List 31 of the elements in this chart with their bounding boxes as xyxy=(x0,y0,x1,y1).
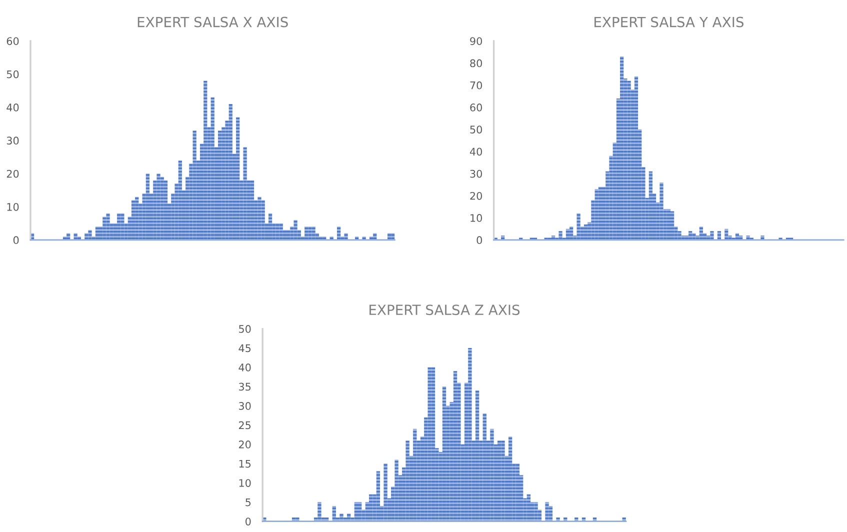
y-tick-label: 15 xyxy=(239,460,251,468)
y-tick-label: 30 xyxy=(239,402,251,410)
y-tick-label: 10 xyxy=(239,479,251,487)
chart-title: EXPERT SALSA X AXIS xyxy=(138,16,288,28)
y-tick-label: 20 xyxy=(6,170,19,178)
y-tick-label: 60 xyxy=(470,104,482,112)
y-tick-label: 10 xyxy=(7,202,19,211)
y-tick-label: 50 xyxy=(470,126,482,134)
y-tick-label: 40 xyxy=(238,364,251,372)
y-tick-label: 0 xyxy=(476,236,482,244)
y-tick-label: 70 xyxy=(470,81,482,90)
y-tick-label: 50 xyxy=(239,325,251,333)
y-tick-label: 50 xyxy=(6,70,19,78)
y-tick-label: 10 xyxy=(470,214,482,222)
chart-title: EXPERT SALSA Y AXIS xyxy=(594,16,744,28)
y-tick-label: 0 xyxy=(13,236,19,244)
y-tick-label: 25 xyxy=(238,421,251,430)
y-tick-label: 40 xyxy=(470,148,482,156)
y-tick-label: 20 xyxy=(238,440,251,448)
y-tick-label: 80 xyxy=(470,59,482,68)
y-tick-label: 20 xyxy=(470,192,482,200)
y-tick-label: 45 xyxy=(238,344,251,352)
y-tick-label: 60 xyxy=(6,37,19,46)
chart-title: EXPERT SALSA Z AXIS xyxy=(370,304,520,316)
y-tick-label: 30 xyxy=(6,136,19,145)
y-tick-label: 30 xyxy=(470,170,482,178)
y-tick-label: 40 xyxy=(6,104,19,112)
y-tick-label: 5 xyxy=(246,498,251,506)
y-tick-label: 35 xyxy=(239,382,251,391)
y-tick-label: 90 xyxy=(470,37,482,46)
y-tick-label: 0 xyxy=(246,518,251,526)
